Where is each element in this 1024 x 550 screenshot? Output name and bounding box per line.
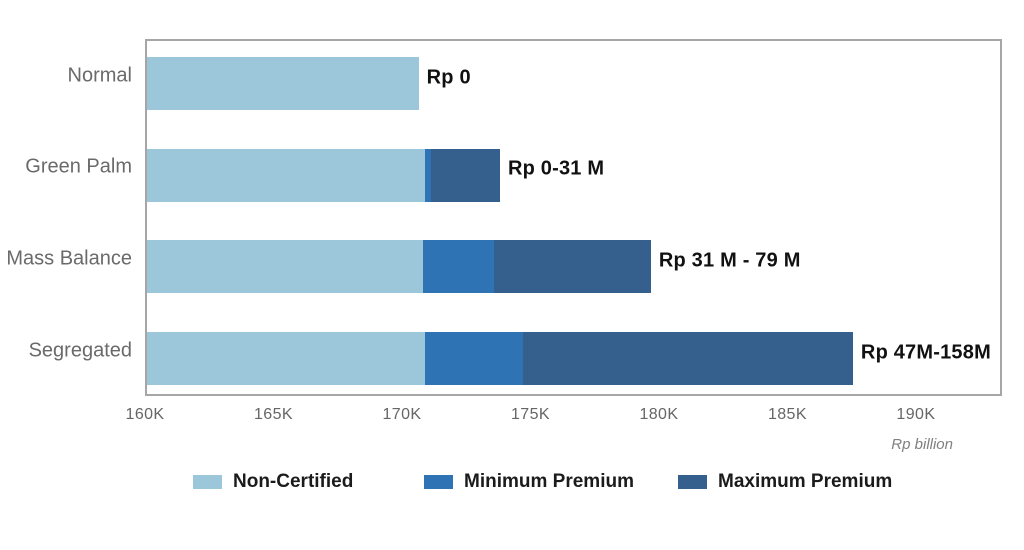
premium-range-label: Rp 47M-158M (860, 341, 991, 363)
bar-segment-minimum-premium (423, 240, 494, 294)
x-tick-label: 180K (639, 406, 679, 423)
legend-swatch (424, 475, 453, 489)
legend-item: Non-Certified (193, 471, 353, 493)
premium-range-label: Rp 0 (426, 66, 471, 88)
category-label: Segregated (28, 339, 132, 361)
bar-segment-minimum-premium (424, 332, 523, 385)
premium-range-label: Rp 31 M - 79 M (658, 249, 801, 272)
legend-label: Non-Certified (233, 471, 354, 492)
legend-label: Maximum Premium (718, 471, 893, 492)
category-label: Mass Balance (6, 247, 132, 270)
legend-label: Minimum Premium (464, 471, 634, 492)
bar-segment-non-certified (147, 57, 419, 110)
x-tick-label: 170K (382, 406, 422, 423)
premium-range-label: Rp 0-31 M (507, 157, 605, 180)
bar-segment-non-certified (147, 240, 424, 294)
legend-swatch (193, 475, 222, 489)
category-label: Normal (67, 64, 132, 86)
bar-segment-maximum-premium (493, 240, 651, 294)
category-label: Green Palm (25, 155, 132, 178)
plot-area: Rp 0 Rp 0-31 M Rp 31 M - 79 M Rp 47M-158M (145, 39, 1002, 396)
bar-segment-non-certified (147, 148, 425, 202)
bar-segment-minimum-premium (424, 148, 431, 202)
bar-segment-maximum-premium (430, 148, 500, 202)
bar-segment-non-certified (147, 332, 425, 385)
x-axis: 160K 165K 170K 175K 180K 185K 190K (126, 406, 1002, 428)
bar-segment-maximum-premium (522, 332, 853, 385)
x-tick-label: 165K (254, 406, 293, 423)
legend-item: Minimum Premium (424, 471, 634, 493)
x-tick-label: 160K (125, 406, 165, 423)
legend-swatch (678, 475, 707, 489)
legend: Non-Certified Minimum Premium Maximum Prem… (0, 471, 1024, 501)
category-axis: Normal Green Palm Mass Balance Segregated (0, 39, 132, 396)
x-tick-label: 190K (896, 406, 936, 423)
x-tick-label: 175K (510, 406, 550, 423)
axis-unit-label: Rp billion (891, 436, 953, 453)
x-tick-label: 185K (767, 406, 807, 423)
legend-item: Maximum Premium (678, 471, 892, 493)
